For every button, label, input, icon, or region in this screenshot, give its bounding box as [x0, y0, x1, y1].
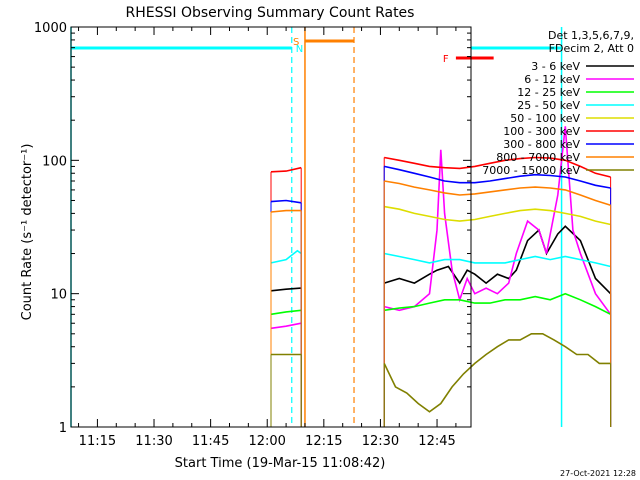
series-800-7000-kev-line	[384, 180, 611, 207]
x-tick-label: 12:30	[362, 434, 399, 449]
series-6-12-kev-line	[270, 322, 302, 330]
legend-label: 50 - 100 keV	[510, 112, 580, 125]
x-tick-label: 11:45	[192, 434, 229, 449]
legend-label: 7000 - 15000 keV	[482, 164, 580, 177]
plot-frame	[70, 26, 472, 428]
chart-title: RHESSI Observing Summary Count Rates	[126, 5, 415, 21]
y-tick-label: 1	[59, 421, 67, 436]
s-label: S	[293, 37, 299, 48]
legend-header-line-1: Det 1,3,5,6,7,9,	[547, 29, 634, 42]
legend-label: 25 - 50 keV	[517, 99, 580, 112]
legend-label: 800 - 7000 keV	[496, 151, 580, 164]
x-tick-label: 12:00	[248, 434, 285, 449]
series-6-12-kev-line	[384, 126, 612, 315]
series-300-800-kev-line	[270, 199, 302, 204]
series-25-50-kev-line	[270, 249, 302, 264]
series-50-100-kev-line	[384, 205, 611, 226]
legend-label: 6 - 12 keV	[524, 73, 580, 86]
y-axis-label: Count Rate (s⁻¹ detector⁻¹)	[20, 144, 35, 321]
y-tick-label: 100	[42, 154, 67, 169]
y-axis: 1 10 100 1000	[34, 21, 471, 436]
series-7000-15000-kev-line	[383, 332, 611, 413]
series-12-25-kev-line	[270, 309, 302, 316]
x-tick-label: 11:15	[79, 434, 116, 449]
legend-label: 3 - 6 keV	[531, 60, 580, 73]
legend-label: 100 - 300 keV	[503, 125, 580, 138]
legend-label: 12 - 25 keV	[517, 86, 580, 99]
series-100-300-kev-line	[270, 166, 302, 173]
legend-header-line-2: FDecim 2, Att 0	[548, 42, 634, 55]
series-100-300-kev-line	[384, 156, 611, 178]
series-3-6-kev-line	[270, 287, 302, 292]
legend-label: 300 - 800 keV	[503, 138, 580, 151]
y-tick-label: 10	[50, 288, 67, 303]
x-axis-label: Start Time (19-Mar-15 11:08:42)	[175, 456, 386, 471]
x-axis: 11:15 11:30 11:45 12:00 12:15 12:30 12:45	[78, 27, 457, 449]
y-tick-label: 1000	[34, 21, 67, 36]
series-25-50-kev-line	[384, 252, 611, 268]
series-800-7000-kev-line	[270, 209, 302, 213]
timestamp: 27-Oct-2021 12:28	[560, 469, 636, 478]
n-label: N	[296, 44, 303, 55]
x-tick-label: 12:45	[418, 434, 455, 449]
plot-area: NS F	[70, 27, 612, 427]
series-12-25-kev-line	[384, 292, 611, 316]
x-tick-label: 12:15	[305, 434, 342, 449]
f-label: F	[443, 54, 449, 65]
series-300-800-kev-line	[384, 165, 611, 189]
legend-header: Det 1,3,5,6,7,9, FDecim 2, Att 0	[548, 29, 634, 55]
x-tick-label: 11:30	[135, 434, 172, 449]
